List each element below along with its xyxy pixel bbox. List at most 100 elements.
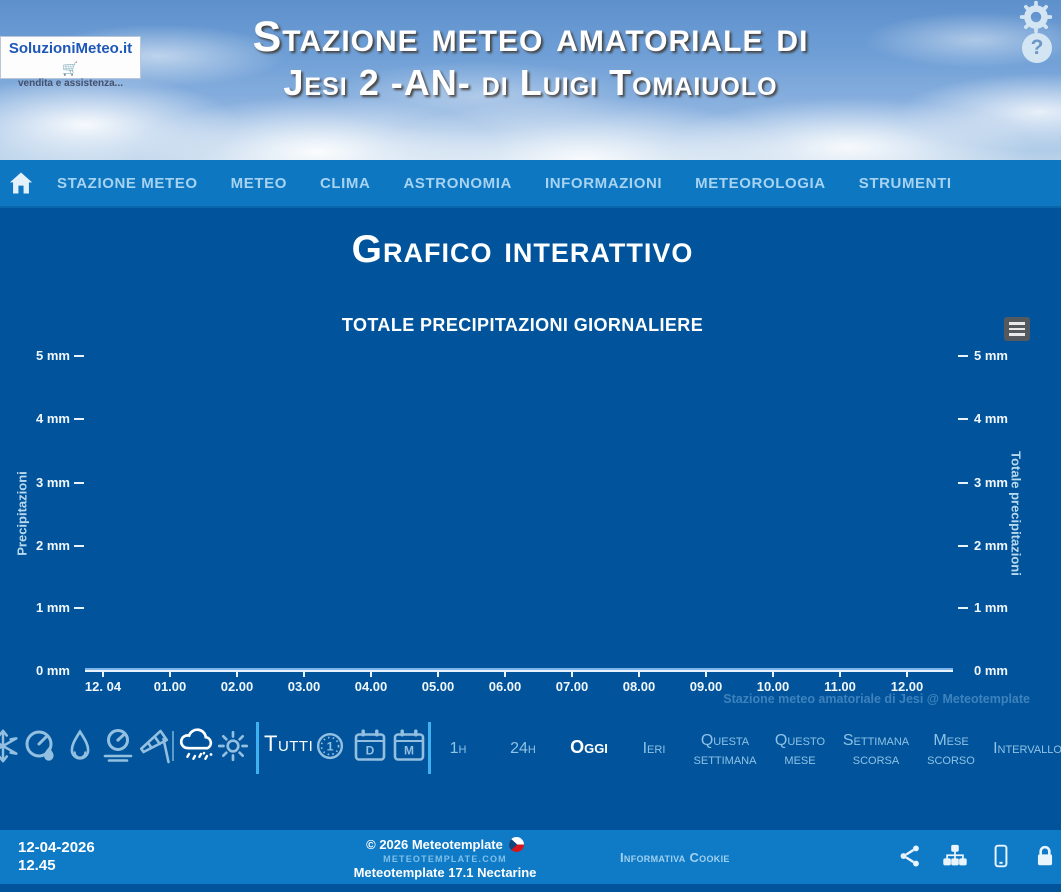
toolbar-separator xyxy=(428,722,431,774)
y-tick-label: 3 mm xyxy=(36,475,70,490)
nav-item-clima[interactable]: CLIMA xyxy=(319,174,371,192)
cart-icon: 🛒 xyxy=(62,61,79,76)
x-tick-label: 02.00 xyxy=(220,679,254,694)
range-intervallo-button[interactable]: Intervallo xyxy=(993,740,1061,757)
sun-icon[interactable] xyxy=(214,727,252,765)
range-settimana-scorsa-button[interactable]: Settimana scorsa xyxy=(842,732,910,768)
x-tick-mark xyxy=(370,670,372,677)
logo-text: SoluzioniMeteo.it🛒 xyxy=(8,40,133,76)
footer: 12-04-2026 12.45 © 2026 Meteotemplate me… xyxy=(0,830,1061,884)
x-tick-mark xyxy=(437,670,439,677)
x-tick-mark xyxy=(571,670,573,677)
y-tick-mark xyxy=(74,545,84,547)
x-tick-label: 08.00 xyxy=(622,679,656,694)
footer-copyright: © 2026 Meteotemplate xyxy=(366,837,503,852)
range-24h-button[interactable]: 24h xyxy=(510,740,536,757)
nav-item-meteo[interactable]: METEO xyxy=(230,174,287,192)
y-tick-label: 5 mm xyxy=(974,348,1008,363)
y-tick-mark xyxy=(958,418,968,420)
gauge-humidity-icon[interactable] xyxy=(20,726,60,766)
snowflake-icon[interactable] xyxy=(0,727,22,765)
calendar-day-icon[interactable]: D xyxy=(350,726,390,766)
soluzionimeteo-logo[interactable]: SoluzioniMeteo.it🛒 vendita e assistenza.… xyxy=(0,36,141,89)
x-tick-mark xyxy=(906,670,908,677)
y-tick-label: 0 mm xyxy=(974,663,1008,678)
x-tick-label: 07.00 xyxy=(555,679,589,694)
y-axis-left-title: Precipitazioni xyxy=(14,471,30,556)
windsock-icon[interactable] xyxy=(135,726,175,766)
chart-title: TOTALE PRECIPITAZIONI GIORNALIERE xyxy=(341,315,704,335)
y-tick-mark xyxy=(958,482,968,484)
chart-context-menu-icon[interactable] xyxy=(1004,317,1030,341)
y-tick-mark xyxy=(74,418,84,420)
droplet-icon[interactable] xyxy=(61,727,99,765)
share-icon[interactable] xyxy=(897,843,923,869)
footer-datetime: 12-04-2026 12.45 xyxy=(18,839,95,875)
y-tick-label: 5 mm xyxy=(36,348,70,363)
nav-item-astronomia[interactable]: ASTRONOMIA xyxy=(403,174,512,192)
footer-version: Meteotemplate 17.1 Nectarine xyxy=(353,865,537,880)
range-questo-mese-button[interactable]: Questo mese xyxy=(774,732,826,768)
logo-tagline: vendita e assistenza... xyxy=(17,78,124,89)
page-bottom-strip xyxy=(0,884,1061,892)
help-icon[interactable]: ? xyxy=(1022,33,1052,63)
range-questa-settimana-button[interactable]: Questa settimana xyxy=(693,732,757,768)
x-tick-label: 06.00 xyxy=(488,679,522,694)
footer-time: 12.45 xyxy=(18,857,56,874)
y-tick-mark xyxy=(74,355,84,357)
chart-watermark: Stazione meteo amatoriale di Jesi @ Mete… xyxy=(723,692,1030,706)
y-tick-label: 2 mm xyxy=(974,538,1008,553)
all-variables-button[interactable]: Tutti xyxy=(264,731,314,756)
calendar-month-icon[interactable]: M xyxy=(389,726,429,766)
range-ieri-button[interactable]: Ieri xyxy=(642,740,666,757)
x-tick-label: 09.00 xyxy=(689,679,723,694)
range-mese-scorso-button[interactable]: Mese scorso xyxy=(927,732,975,768)
x-tick-mark xyxy=(236,670,238,677)
header-banner: Stazione meteo amatoriale di Jesi 2 -AN-… xyxy=(0,0,1061,160)
nav-item-strumenti[interactable]: STRUMENTI xyxy=(858,174,952,192)
calendar-day-label: D xyxy=(366,744,375,758)
site-title-line1: Stazione meteo amatoriale di xyxy=(252,13,809,61)
y-tick-mark xyxy=(74,482,84,484)
x-tick-mark xyxy=(638,670,640,677)
settings-gear-icon[interactable] xyxy=(1017,0,1055,34)
main-navigation: STAZIONE METEO METEO CLIMA ASTRONOMIA IN… xyxy=(0,160,1061,208)
clock-1h-label: 1 xyxy=(327,739,334,753)
x-tick-mark xyxy=(303,670,305,677)
home-icon[interactable] xyxy=(7,169,35,197)
range-1h-button[interactable]: 1h xyxy=(449,740,467,757)
cookie-policy-link[interactable]: Informativa Cookie xyxy=(620,850,730,865)
series-line-totale-precipitazioni xyxy=(85,667,953,670)
toolbar-thin-separator xyxy=(172,731,174,761)
footer-date: 12-04-2026 xyxy=(18,839,95,856)
cloud-rain-icon[interactable] xyxy=(176,722,220,766)
y-tick-label: 3 mm xyxy=(974,475,1008,490)
toolbar-separator xyxy=(256,722,259,774)
y-tick-label: 2 mm xyxy=(36,538,70,553)
x-tick-label: 12. 04 xyxy=(84,679,122,694)
y-tick-mark xyxy=(958,355,968,357)
x-tick-mark xyxy=(504,670,506,677)
nav-item-stazione-meteo[interactable]: STAZIONE METEO xyxy=(57,174,198,192)
x-tick-mark xyxy=(839,670,841,677)
czech-flag-icon xyxy=(508,837,524,852)
x-tick-label: 03.00 xyxy=(287,679,321,694)
footer-site-link[interactable]: meteotemplate.com xyxy=(383,854,507,864)
y-tick-label: 1 mm xyxy=(974,600,1008,615)
range-oggi-button[interactable]: Oggi xyxy=(570,737,608,757)
y-tick-mark xyxy=(958,545,968,547)
calendar-month-label: M xyxy=(404,744,414,758)
sitemap-icon[interactable] xyxy=(942,843,968,869)
nav-item-meteorologia[interactable]: METEOROLOGIA xyxy=(695,174,826,192)
nav-item-informazioni[interactable]: INFORMAZIONI xyxy=(544,174,663,192)
x-tick-label: 01.00 xyxy=(153,679,187,694)
x-tick-mark xyxy=(705,670,707,677)
barometer-icon[interactable] xyxy=(98,726,138,766)
lock-icon[interactable] xyxy=(1032,843,1058,869)
x-tick-mark xyxy=(169,670,171,677)
x-tick-label: 04.00 xyxy=(354,679,388,694)
help-question-mark: ? xyxy=(1030,36,1044,59)
mobile-version-icon[interactable] xyxy=(988,843,1014,869)
clock-1h-icon[interactable]: 1 xyxy=(311,727,349,765)
site-title: Stazione meteo amatoriale di Jesi 2 -AN-… xyxy=(0,13,1061,104)
